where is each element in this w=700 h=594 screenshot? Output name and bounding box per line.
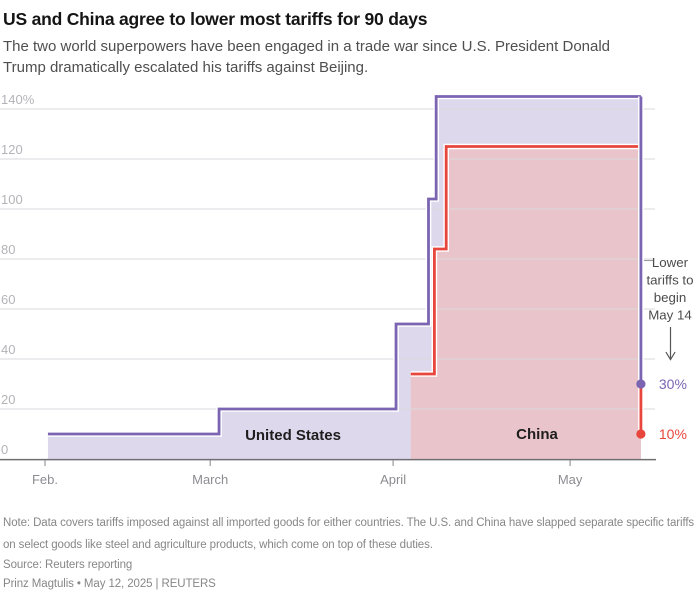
page-title: US and China agree to lower most tariffs… xyxy=(3,9,428,29)
x-tick-label: May xyxy=(558,472,583,487)
y-tick-label: 40 xyxy=(1,342,15,357)
annotation-line: tariffs to xyxy=(646,273,693,288)
x-tick-label: April xyxy=(380,472,406,487)
china-line xyxy=(410,145,641,376)
header: US and China agree to lower most tariffs… xyxy=(0,0,700,78)
us-end-dot xyxy=(636,379,646,389)
x-tick-label: Feb. xyxy=(32,472,58,487)
y-tick-label: 140% xyxy=(1,92,35,107)
y-tick-label: 80 xyxy=(1,242,15,257)
china-end-dot xyxy=(636,429,646,439)
us-series-label: United States xyxy=(245,427,341,444)
annotation-line: May 14 xyxy=(648,308,692,323)
page-subtitle: The two world superpowers have been enga… xyxy=(3,38,611,76)
gridlines: 0 20 40 60 80 100 120 140% xyxy=(0,92,655,457)
china-area xyxy=(410,146,641,459)
footer: Note: Data covers tariffs imposed agains… xyxy=(0,513,700,594)
annotation-lower-tariffs: Lower tariffs to begin May 14 xyxy=(644,255,694,361)
chart-byline: Prinz Magtulis • May 12, 2025 | REUTERS xyxy=(3,578,216,590)
us-line xyxy=(47,95,641,436)
china-end-value-label: 10% xyxy=(659,426,687,442)
china-series-label: China xyxy=(516,426,558,443)
y-tick-label: 120 xyxy=(1,142,23,157)
x-tick-label: March xyxy=(192,472,228,487)
arrow-down-icon xyxy=(665,327,676,361)
y-tick-label: 0 xyxy=(1,442,8,457)
annotation-line: Lower xyxy=(652,255,689,270)
annotation-line: begin xyxy=(654,290,687,305)
y-tick-label: 100 xyxy=(1,192,23,207)
chart-area: 0 20 40 60 80 100 120 140% Feb. March April May 30% 1… xyxy=(0,81,700,506)
chart-source: Source: Reuters reporting xyxy=(3,559,133,571)
chart-note: Note: Data covers tariffs imposed agains… xyxy=(3,517,695,551)
us-end-value-label: 30% xyxy=(659,376,687,392)
tariff-chart: 0 20 40 60 80 100 120 140% Feb. March April May 30% 1… xyxy=(0,92,694,487)
y-tick-label: 60 xyxy=(1,292,15,307)
y-tick-label: 20 xyxy=(1,392,15,407)
